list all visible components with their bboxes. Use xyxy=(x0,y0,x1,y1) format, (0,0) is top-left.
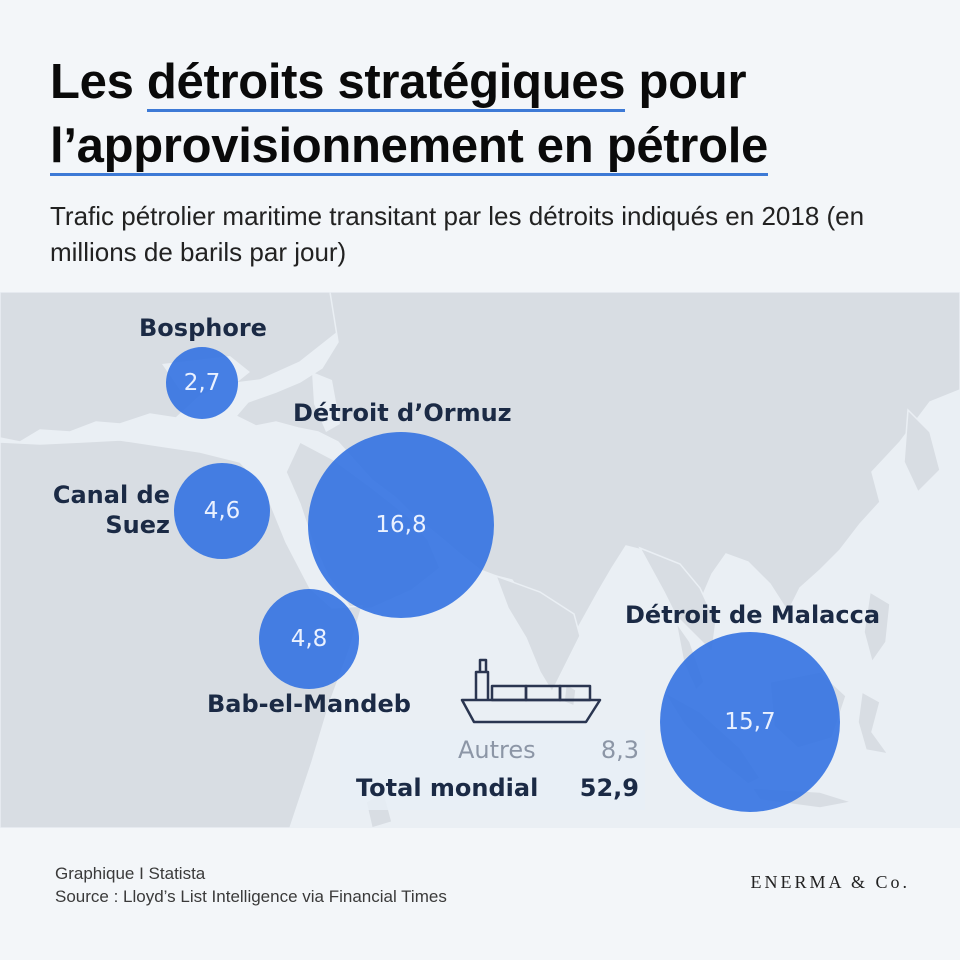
bubble-bab: 4,8 xyxy=(259,589,359,689)
total-value: 52,9 xyxy=(579,774,639,802)
footer-source: Source : Lloyd’s List Intelligence via F… xyxy=(55,887,447,906)
label-bosphore: Bosphore xyxy=(139,314,267,342)
label-suez-line2: Suez xyxy=(105,511,170,539)
label-suez: Canal de Suez xyxy=(50,480,170,540)
title-post: pour xyxy=(625,55,747,109)
title-line-1: Les détroits stratégiques pour xyxy=(50,50,930,114)
row-other: Autres 8,3 xyxy=(340,732,645,768)
title-line-2: l’approvisionnement en pétrole xyxy=(50,114,930,178)
brand-logo: ENERMA & Co. xyxy=(750,872,910,892)
label-bab: Bab-el-Mandeb xyxy=(207,690,411,718)
row-total: Total mondial 52,9 xyxy=(340,770,645,806)
world-map: 2,7 4,6 16,8 4,8 15,7 xyxy=(0,292,960,828)
title-pre: Les xyxy=(50,55,147,109)
label-suez-line1: Canal de xyxy=(52,481,170,509)
label-malacca: Détroit de Malacca xyxy=(625,601,881,629)
cargo-ship-icon xyxy=(460,658,602,724)
bubble-malacca: 15,7 xyxy=(660,632,840,812)
bubble-bosphore: 2,7 xyxy=(166,347,238,419)
other-value: 8,3 xyxy=(600,736,639,764)
bubble-suez: 4,6 xyxy=(174,463,270,559)
footer: Graphique I Statista Source : Lloyd’s Li… xyxy=(55,862,447,908)
label-ormuz: Détroit d’Ormuz xyxy=(293,399,512,427)
page-title: Les détroits stratégiques pour l’approvi… xyxy=(50,50,930,178)
footer-credit: Graphique I Statista xyxy=(55,864,206,883)
total-label: Total mondial xyxy=(356,774,539,802)
title-underlined: détroits stratégiques xyxy=(146,55,626,112)
bubble-ormuz: 16,8 xyxy=(308,432,494,618)
totals-box: Autres 8,3 Total mondial 52,9 xyxy=(340,730,645,810)
subtitle: Trafic pétrolier maritime transitant par… xyxy=(50,201,865,267)
title-underlined-2: l’approvisionnement en pétrole xyxy=(50,119,768,176)
other-label: Autres xyxy=(458,736,536,764)
